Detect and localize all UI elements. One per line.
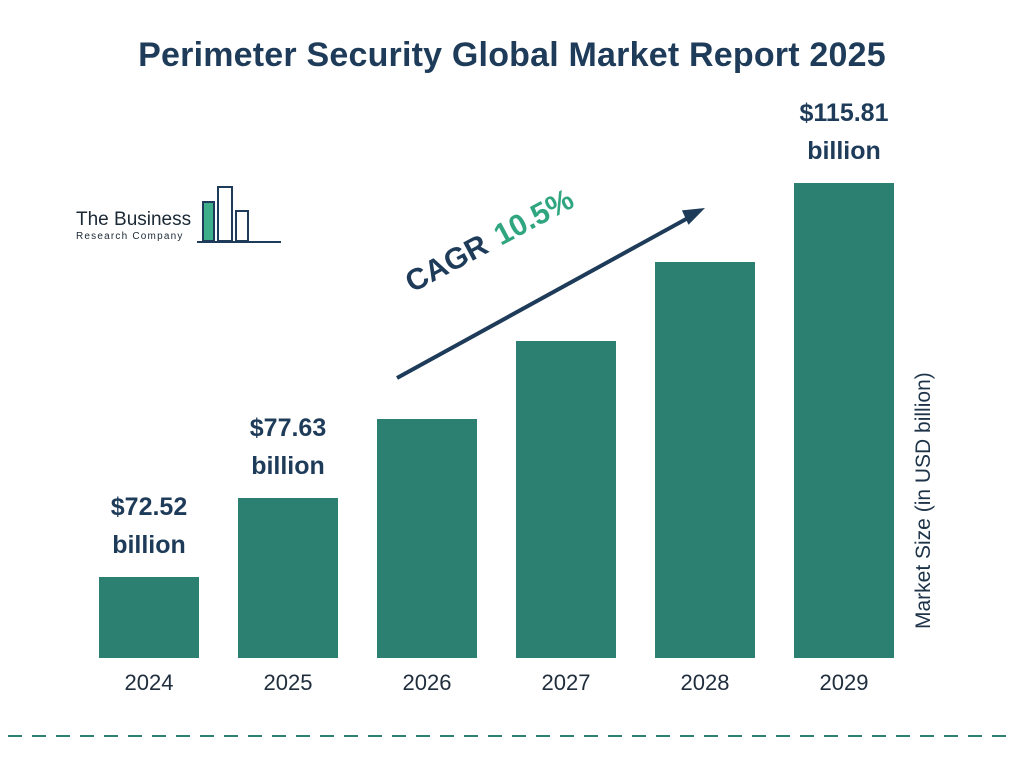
bar-chart: $72.52 billion 2024 $77.63 billion 2025 … [99, 99, 894, 695]
value-line2: billion [807, 137, 881, 166]
bar-group-2025: $77.63 billion 2025 [238, 414, 338, 695]
bar-2025 [238, 498, 338, 658]
bar-value-label-2029: $115.81 billion [754, 94, 934, 172]
x-tick-2027: 2027 [541, 670, 591, 695]
y-axis-label: Market Size (in USD billion) [912, 372, 935, 630]
bar-value-label-2024: $72.52 billion [59, 488, 239, 566]
page-title: Perimeter Security Global Market Report … [138, 36, 886, 74]
bar-group-2029: $115.81 billion 2029 [794, 99, 894, 695]
company-logo: The Business Research Company [76, 184, 283, 246]
x-tick-2024: 2024 [124, 670, 174, 695]
bar-2029 [794, 183, 894, 658]
bar-2026 [377, 419, 477, 658]
bar-group-2027: 2027 [516, 341, 616, 695]
bar-2028 [655, 262, 755, 658]
bar-chart-logo-icon [197, 184, 283, 246]
bar-group-2026: 2026 [377, 419, 477, 695]
bar-group-2028: 2028 [655, 262, 755, 695]
value-line1: $115.81 [799, 98, 889, 127]
x-tick-2029: 2029 [819, 670, 869, 695]
bar-value-label-2025: $77.63 billion [198, 409, 378, 487]
value-line1: $72.52 [110, 492, 188, 521]
value-line2: billion [251, 452, 325, 481]
x-tick-2028: 2028 [680, 670, 730, 695]
growth-arrow [396, 208, 705, 380]
value-line1: $77.63 [249, 413, 327, 442]
x-tick-2025: 2025 [263, 670, 313, 695]
logo-text: The Business Research Company [76, 209, 191, 246]
logo-subname: Research Company [76, 231, 184, 242]
bar-group-2024: $72.52 billion 2024 [99, 493, 199, 695]
value-line2: billion [112, 531, 186, 560]
logo-name: The Business [76, 209, 192, 230]
bar-2024 [99, 577, 199, 658]
x-tick-2026: 2026 [402, 670, 452, 695]
bar-2027 [516, 341, 616, 658]
bottom-dashed-divider [8, 735, 1016, 737]
